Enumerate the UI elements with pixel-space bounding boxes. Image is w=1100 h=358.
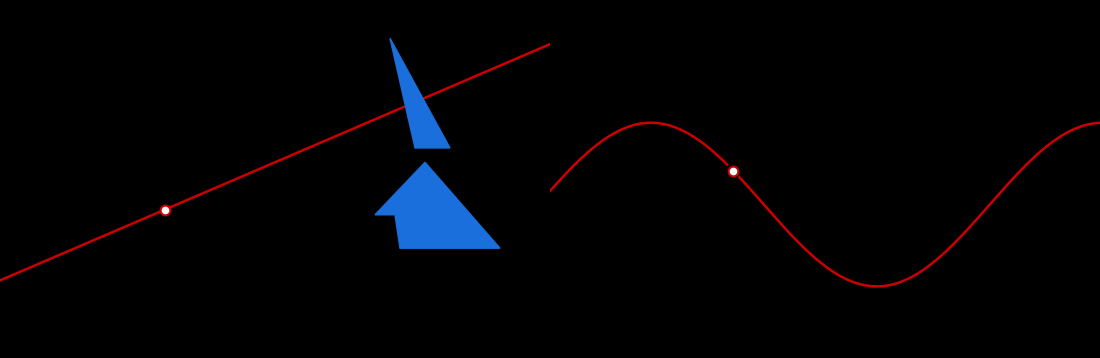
Polygon shape [375,162,500,248]
Polygon shape [390,38,450,148]
